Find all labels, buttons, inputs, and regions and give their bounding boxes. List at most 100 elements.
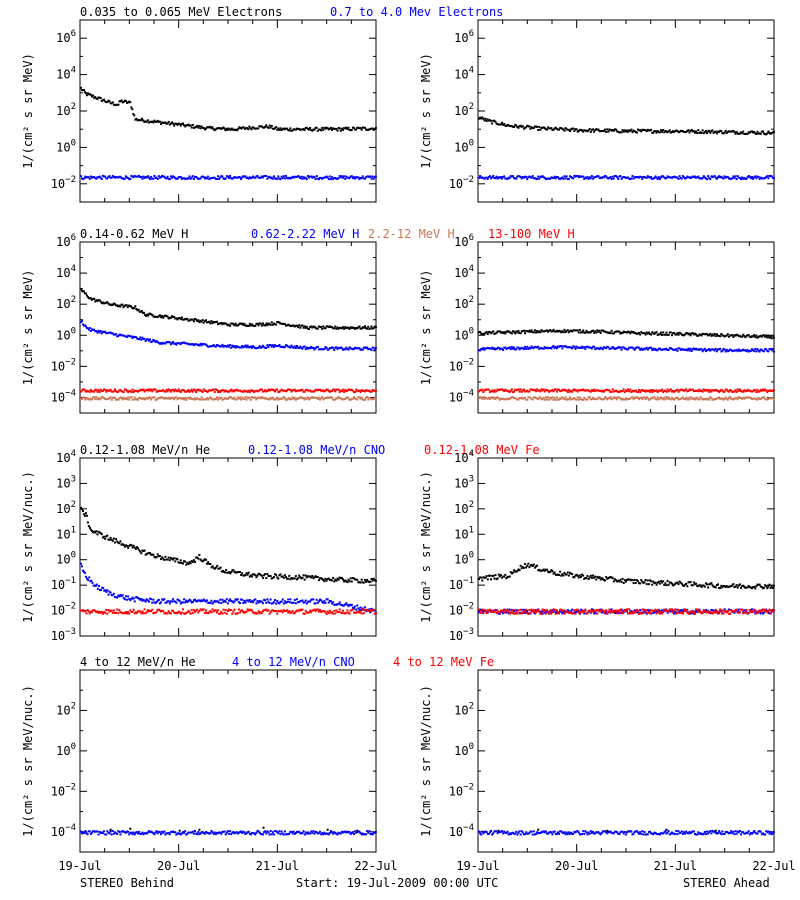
data-point — [760, 585, 763, 588]
data-point — [554, 388, 557, 391]
data-point — [586, 176, 589, 179]
data-point — [342, 388, 345, 391]
data-point — [83, 91, 86, 94]
data-point — [236, 612, 239, 615]
data-point — [678, 130, 681, 133]
data-point — [259, 176, 262, 179]
data-point — [564, 331, 567, 334]
data-point — [321, 348, 324, 351]
data-point — [679, 581, 682, 584]
data-point — [272, 610, 275, 613]
data-point — [355, 608, 358, 611]
data-point — [668, 581, 671, 584]
data-point — [758, 132, 761, 135]
data-point — [196, 389, 199, 392]
data-point — [639, 348, 642, 351]
data-point — [276, 128, 279, 131]
data-point — [96, 390, 99, 393]
data-point — [195, 609, 198, 612]
data-point — [195, 391, 198, 394]
data-point — [589, 130, 592, 133]
data-point — [242, 397, 245, 400]
data-point — [550, 176, 553, 179]
data-point — [286, 389, 289, 392]
data-point — [146, 338, 149, 341]
data-point — [669, 388, 672, 391]
data-point — [156, 390, 159, 393]
data-point — [339, 611, 342, 614]
data-point — [238, 176, 241, 179]
data-point — [373, 325, 376, 328]
data-point — [736, 586, 739, 589]
data-point — [141, 549, 144, 552]
data-point — [621, 346, 624, 349]
data-point — [655, 131, 658, 134]
data-point — [749, 390, 752, 393]
data-point — [196, 600, 199, 603]
data-point — [267, 176, 270, 179]
data-point — [192, 177, 195, 180]
data-point — [356, 327, 359, 330]
data-point — [664, 398, 667, 401]
data-point — [343, 390, 346, 393]
data-point — [750, 348, 753, 351]
data-point — [148, 312, 151, 315]
data-point — [333, 327, 336, 330]
data-point — [752, 390, 755, 393]
data-point — [208, 611, 211, 614]
data-point — [486, 178, 489, 181]
data-point — [596, 609, 599, 612]
data-point — [252, 345, 255, 348]
data-point — [363, 578, 366, 581]
data-point — [769, 586, 772, 589]
data-point — [499, 123, 502, 126]
data-point — [291, 601, 294, 604]
data-point — [325, 598, 328, 601]
data-point — [293, 345, 296, 348]
data-point — [669, 398, 672, 401]
data-point — [651, 349, 654, 352]
data-point — [520, 608, 523, 611]
data-point — [355, 176, 358, 179]
data-point — [582, 388, 585, 391]
data-point — [236, 129, 239, 132]
data-point — [550, 389, 553, 392]
data-point — [222, 608, 225, 611]
data-point — [139, 176, 142, 179]
y-tick-label: 10−4 — [449, 388, 474, 404]
data-point — [85, 514, 88, 517]
data-point — [206, 344, 209, 347]
data-point — [235, 128, 238, 131]
data-point — [246, 573, 249, 576]
data-point — [87, 390, 90, 393]
data-point — [313, 128, 316, 131]
data-point — [342, 609, 345, 612]
data-point — [491, 346, 494, 349]
data-point — [701, 176, 704, 179]
data-point — [696, 389, 699, 392]
data-point — [487, 396, 490, 399]
data-point — [147, 176, 150, 179]
data-point — [348, 346, 351, 349]
data-point — [360, 578, 363, 581]
data-point — [495, 396, 498, 399]
data-point — [243, 345, 246, 348]
data-point — [180, 561, 183, 564]
data-point — [92, 396, 95, 399]
data-point — [295, 598, 298, 601]
data-point — [291, 577, 294, 580]
data-point — [257, 396, 260, 399]
data-point — [178, 123, 181, 126]
data-point — [639, 333, 642, 336]
data-point — [741, 176, 744, 179]
data-point — [504, 388, 507, 391]
data-point — [706, 333, 709, 336]
data-point — [692, 397, 695, 400]
data-point — [178, 611, 181, 614]
data-point — [136, 119, 139, 122]
data-point — [219, 176, 222, 179]
data-point — [84, 175, 87, 178]
data-point — [492, 174, 495, 177]
data-point — [327, 326, 330, 329]
data-point — [173, 398, 176, 401]
